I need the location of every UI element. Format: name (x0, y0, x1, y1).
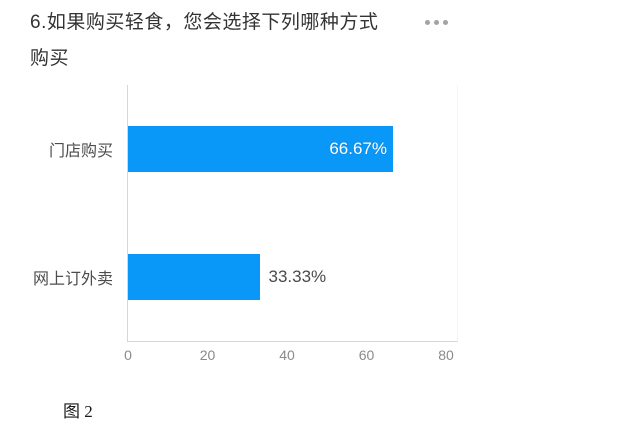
question-title-line1: 6.如果购买轻食，您会选择下列哪种方式 (30, 12, 379, 33)
y-axis-category-labels: 门店购买网上订外卖 (0, 85, 113, 341)
bar-value-label: 66.67% (329, 139, 387, 158)
ellipsis-dot (425, 20, 430, 25)
x-tick-label-0: 0 (124, 347, 132, 363)
x-tick-label-40: 40 (279, 347, 295, 363)
x-axis-tick-labels: 0 20 40 60 80 (124, 347, 458, 365)
x-tick-label-80: 80 (438, 347, 454, 363)
x-tick-label-20: 20 (199, 347, 216, 363)
figure-caption: 图 2 (63, 402, 93, 421)
question-title: 6.如果购买轻食，您会选择下列哪种方式 购买 (30, 5, 430, 77)
bar-value-label: 33.33% (268, 267, 327, 286)
bar-1[interactable]: 66.67% (128, 126, 393, 172)
ellipsis-dot (443, 20, 448, 25)
question-title-line2: 购买 (30, 48, 70, 69)
ellipsis-dot (434, 20, 439, 25)
category-label-2: 网上订外卖 (32, 271, 113, 288)
bar-chart-plot: 66.67% 33.33% (127, 85, 458, 342)
more-options-icon[interactable] (423, 18, 450, 27)
category-label-1: 门店购买 (48, 143, 113, 160)
bar-2[interactable]: 33.33% (128, 254, 326, 300)
x-tick-label-60: 60 (358, 347, 375, 363)
